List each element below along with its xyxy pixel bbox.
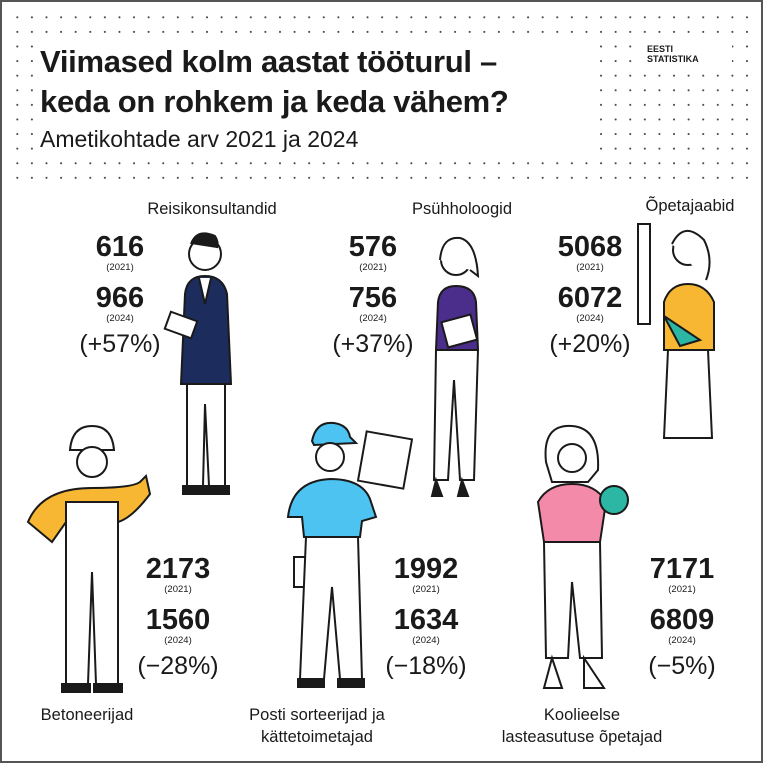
value-2024: 6809 [649,604,715,636]
year-2021: (2021) [576,262,604,273]
value-2024: 6072 [557,282,623,314]
label-opetajaabid: Õpetajaabid [645,197,735,215]
label-reisikonsultandid: Reisikonsultandid [147,200,277,218]
year-2024: (2024) [576,313,604,324]
value-2021: 616 [95,231,145,263]
eesti-statistika-logo: EESTI STATISTIKA [647,44,699,64]
change-percent: (−5%) [648,652,716,680]
logo-line-1: EESTI [647,44,674,54]
year-2021: (2021) [668,584,696,595]
label-line-2: lasteasutuse õpetajad [501,728,663,746]
stat-reisikonsultandid: 616 (2021) 966 (2024) (+57%) [60,232,180,358]
year-2024: (2024) [359,313,387,324]
stat-posti-sorteerijad: 1992 (2021) 1634 (2024) (−18%) [366,554,486,680]
label-betoneerijad: Betoneerijad [40,706,134,724]
teacher-assistant-illustration [637,223,715,439]
travel-consultant-illustration [163,232,233,495]
label-line-1: Posti sorteerijad ja [249,706,385,724]
year-2021: (2021) [412,584,440,595]
year-2024: (2024) [412,635,440,646]
value-2021: 5068 [557,231,623,263]
stat-opetajaabid: 5068 (2021) 6072 (2024) (+20%) [530,232,650,358]
concrete-worker-illustration [26,424,152,693]
value-2021: 576 [348,231,398,263]
label-psuhholoogid: Psühholoogid [412,200,512,218]
value-2024: 1634 [393,604,459,636]
value-2021: 2173 [145,553,211,585]
year-2021: (2021) [359,262,387,273]
change-percent: (+37%) [332,330,414,358]
stat-betoneerijad: 2173 (2021) 1560 (2024) (−28%) [118,554,238,680]
postal-worker-illustration [286,421,414,688]
value-2024: 966 [95,282,145,314]
value-2024: 756 [348,282,398,314]
change-percent: (+20%) [549,330,631,358]
change-percent: (−18%) [385,652,467,680]
year-2024: (2024) [164,635,192,646]
psychologist-illustration [430,236,480,497]
value-2024: 1560 [145,604,211,636]
year-2021: (2021) [106,262,134,273]
label-line-1: Koolieelse [543,706,621,724]
stat-koolieelse: 7171 (2021) 6809 (2024) (−5%) [622,554,742,680]
label-posti-sorteerijad: Posti sorteerijad ja kättetoimetajad [249,704,385,748]
title-line-2: keda on rohkem ja keda vähem? [40,84,509,119]
logo-line-2: STATISTIKA [647,54,699,64]
change-percent: (+57%) [79,330,161,358]
change-percent: (−28%) [137,652,219,680]
year-2021: (2021) [164,584,192,595]
value-2021: 7171 [649,553,715,585]
kindergarten-teacher-illustration [536,424,629,689]
year-2024: (2024) [668,635,696,646]
subtitle: Ametikohtade arv 2021 ja 2024 [40,126,359,153]
title: Viimased kolm aastat tööturul – keda on … [40,42,509,122]
year-2024: (2024) [106,313,134,324]
stat-psuhholoogid: 576 (2021) 756 (2024) (+37%) [313,232,433,358]
value-2021: 1992 [393,553,459,585]
title-line-1: Viimased kolm aastat tööturul – [40,44,497,79]
label-koolieelse: Koolieelse lasteasutuse õpetajad [502,704,663,748]
label-line-2: kättetoimetajad [261,728,373,746]
